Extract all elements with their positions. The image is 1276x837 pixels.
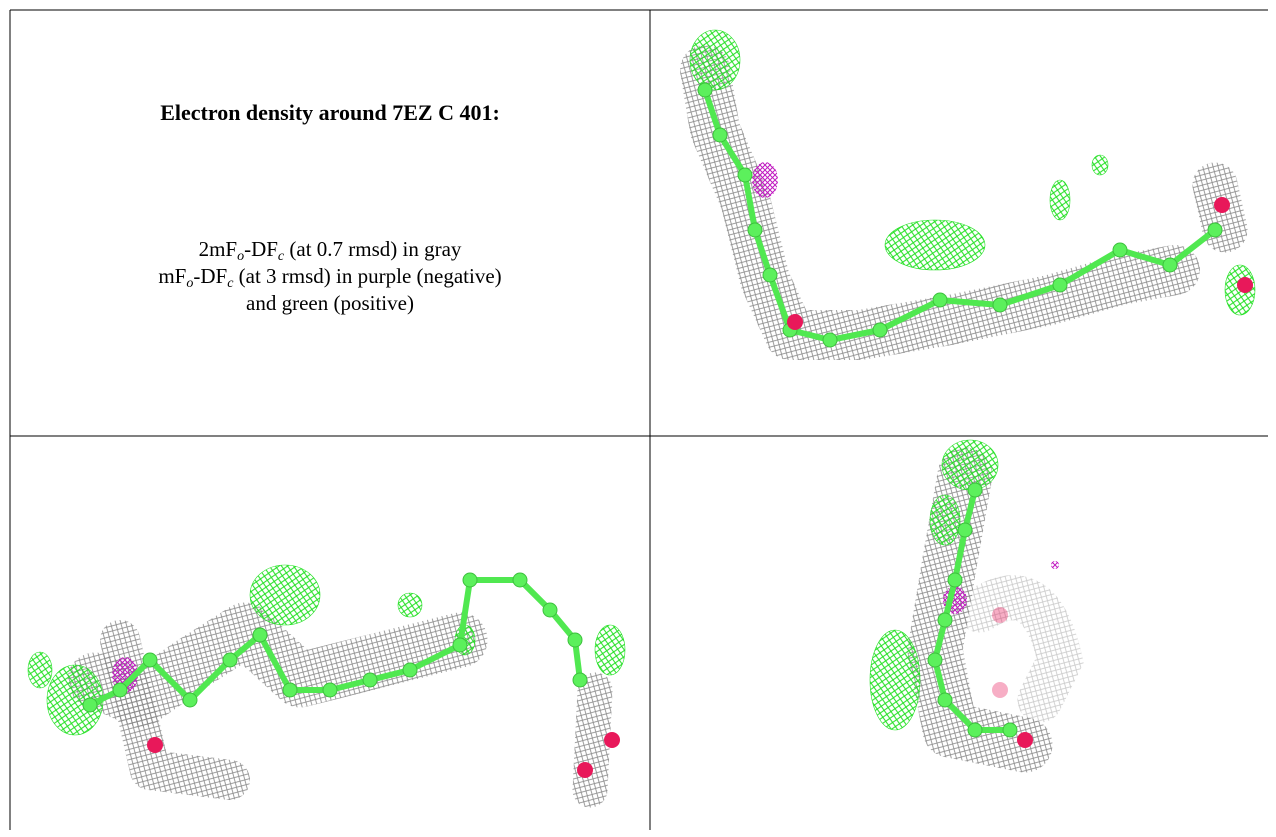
density-blob: [689, 29, 741, 91]
atom: [112, 682, 128, 698]
atom: [992, 297, 1008, 313]
text: mF: [158, 264, 187, 288]
subscript: c: [277, 249, 285, 264]
density-blob: [1051, 561, 1059, 569]
atom: [1162, 257, 1178, 273]
atom: [1002, 722, 1018, 738]
density-blob: [249, 564, 321, 626]
atom: [142, 652, 158, 668]
atom: [462, 572, 478, 588]
text: -DF: [244, 237, 278, 261]
density-blob: [941, 439, 999, 491]
subscript: c: [227, 276, 234, 291]
atom: [282, 682, 298, 698]
atom: [322, 682, 338, 698]
bond-chain: [88, 577, 583, 708]
oxygen-atom: [1017, 732, 1033, 748]
atom: [697, 82, 713, 98]
atom: [762, 267, 778, 283]
atom: [452, 637, 468, 653]
atom: [937, 612, 953, 628]
density-blob: [869, 629, 921, 731]
atom: [1207, 222, 1223, 238]
text: -DF: [193, 264, 228, 288]
oxygen-atom: [1237, 277, 1253, 293]
atom: [932, 292, 948, 308]
atom: [737, 167, 753, 183]
atom: [927, 652, 943, 668]
density-blob: [752, 162, 778, 198]
text: 2mF: [198, 237, 238, 261]
atom: [402, 662, 418, 678]
oxygen-atom: [577, 762, 593, 778]
atom: [567, 632, 583, 648]
atom: [362, 672, 378, 688]
density-blob: [397, 592, 423, 618]
bond-chain: [702, 89, 1217, 343]
atom: [947, 572, 963, 588]
density-blob: [1091, 154, 1109, 176]
text: and green (positive): [246, 291, 414, 315]
oxygen-atom: [1214, 197, 1230, 213]
density-blob: [594, 624, 626, 676]
oxygen-atom: [604, 732, 620, 748]
atom: [747, 222, 763, 238]
atom: [542, 602, 558, 618]
density-blob: [884, 219, 986, 271]
oxygen-atom-faded: [992, 607, 1008, 623]
table-borders: [9, 9, 1268, 830]
atom: [712, 127, 728, 143]
atom: [822, 332, 838, 348]
atom: [967, 482, 983, 498]
desc-line: 2mFo-DFc (at 0.7 rmsd) in gray: [10, 236, 650, 264]
desc-line: mFo-DFc (at 3 rmsd) in purple (negative): [10, 263, 650, 291]
subscript: o: [186, 276, 194, 291]
oxygen-atom: [147, 737, 163, 753]
atom: [252, 627, 268, 643]
atom: [1052, 277, 1068, 293]
atom: [512, 572, 528, 588]
atom: [872, 322, 888, 338]
atom: [957, 522, 973, 538]
atom: [82, 697, 98, 713]
subscript: o: [237, 249, 245, 264]
desc-line: and green (positive): [10, 290, 650, 317]
caption-title: Electron density around 7EZ C 401:: [160, 100, 500, 125]
atom: [937, 692, 953, 708]
atom: [572, 672, 588, 688]
density-blob: [1049, 179, 1071, 221]
density-blob: [929, 494, 961, 546]
atom: [967, 722, 983, 738]
density-mesh-faded: [957, 575, 1084, 723]
atom: [182, 692, 198, 708]
caption-cell: Electron density around 7EZ C 401: 2mFo-…: [10, 10, 650, 436]
oxygen-atom-faded: [992, 682, 1008, 698]
atom: [1112, 242, 1128, 258]
density-images: [27, 29, 1256, 808]
text: (at 3 rmsd) in purple (negative): [233, 264, 502, 288]
caption-description: 2mFo-DFc (at 0.7 rmsd) in gray mFo-DFc (…: [10, 236, 650, 317]
text: (at 0.7 rmsd) in gray: [284, 237, 462, 261]
density-blob: [27, 651, 53, 689]
atom: [222, 652, 238, 668]
oxygen-atom: [787, 314, 803, 330]
